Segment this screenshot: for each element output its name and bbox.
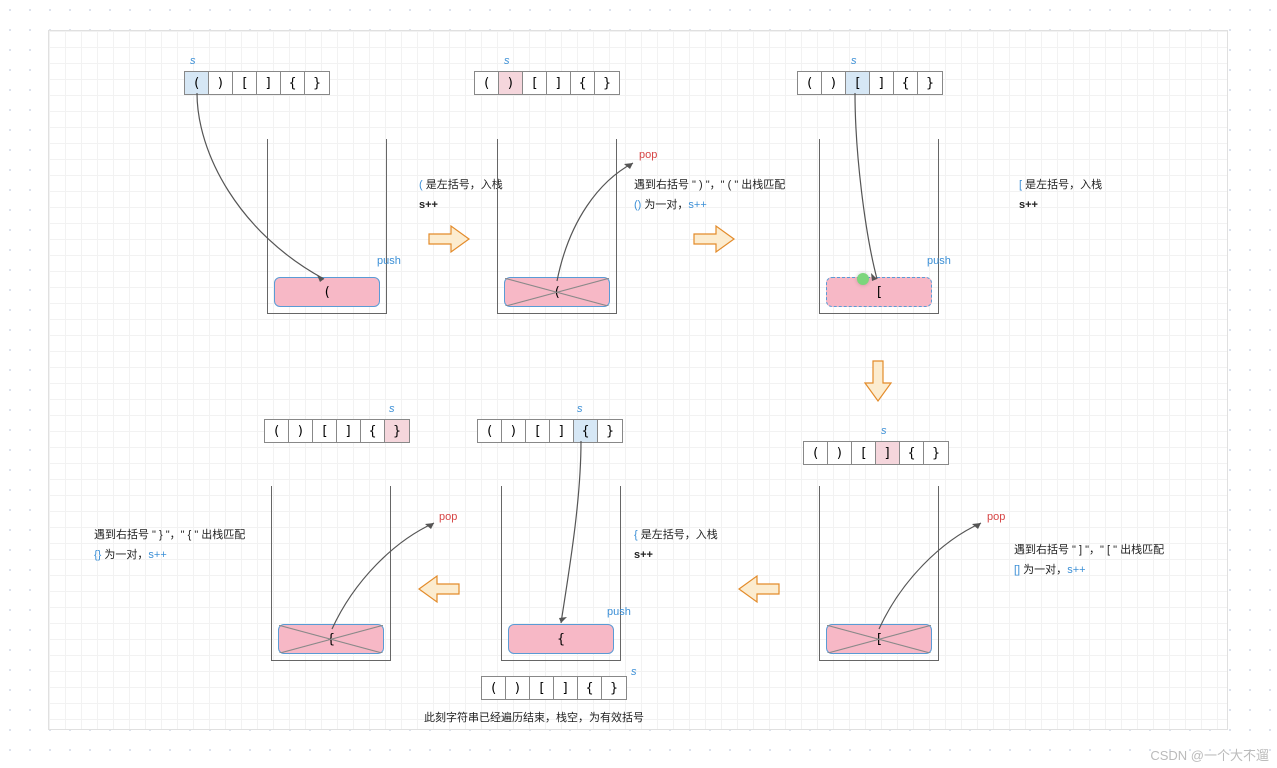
bracket-string-final: ()[]{} xyxy=(481,676,627,700)
bracket-cell: { xyxy=(281,72,305,94)
bracket-cell: { xyxy=(900,442,924,464)
bracket-cell: ( xyxy=(265,420,289,442)
note-4: 遇到右括号 " ] "，" [ " 出栈匹配[] 为一对，s++ xyxy=(1014,541,1164,581)
bracket-cell: [ xyxy=(530,677,554,699)
bracket-cell: } xyxy=(602,677,626,699)
arrow-pop-4 xyxy=(871,521,1011,641)
flow-arrow-1 xyxy=(429,226,469,252)
bracket-string-1: ()[]{} xyxy=(184,71,330,95)
bracket-cell: } xyxy=(924,442,948,464)
bracket-cell: ( xyxy=(798,72,822,94)
bracket-cell: [ xyxy=(313,420,337,442)
note-6: 遇到右括号 " } "，" { " 出栈匹配{} 为一对，s++ xyxy=(94,526,245,566)
bracket-cell: ( xyxy=(185,72,209,94)
flow-arrow-2 xyxy=(694,226,734,252)
pop-label-2: pop xyxy=(639,149,657,161)
bracket-cell: ( xyxy=(478,420,502,442)
bracket-cell: ) xyxy=(499,72,523,94)
bracket-cell: ) xyxy=(209,72,233,94)
bracket-cell: ( xyxy=(804,442,828,464)
bracket-cell: ) xyxy=(828,442,852,464)
bracket-cell: { xyxy=(571,72,595,94)
bracket-cell: ( xyxy=(482,677,506,699)
bracket-string-5: ()[]{} xyxy=(477,419,623,443)
bracket-cell: ) xyxy=(506,677,530,699)
bracket-cell: ) xyxy=(289,420,313,442)
bracket-cell: [ xyxy=(526,420,550,442)
bracket-cell: { xyxy=(894,72,918,94)
bracket-cell: } xyxy=(918,72,942,94)
bracket-cell: } xyxy=(598,420,622,442)
bracket-cell: ] xyxy=(870,72,894,94)
bracket-cell: [ xyxy=(846,72,870,94)
s-pointer-6: s xyxy=(389,403,395,415)
s-pointer-final: s xyxy=(631,666,637,678)
bracket-cell: ] xyxy=(337,420,361,442)
arrow-push-3 xyxy=(847,93,967,303)
s-pointer-3: s xyxy=(851,55,857,67)
s-pointer-1: s xyxy=(190,55,196,67)
arrow-push-1 xyxy=(189,93,389,303)
bracket-string-3: ()[]{} xyxy=(797,71,943,95)
flow-arrow-4 xyxy=(739,576,779,602)
bracket-cell: [ xyxy=(523,72,547,94)
bracket-cell: } xyxy=(595,72,619,94)
bracket-cell: ] xyxy=(554,677,578,699)
s-pointer-5: s xyxy=(577,403,583,415)
s-pointer-4: s xyxy=(881,425,887,437)
watermark: CSDN @一个大不遛 xyxy=(1150,745,1269,764)
bracket-cell: ] xyxy=(550,420,574,442)
s-pointer-2: s xyxy=(504,55,510,67)
bracket-string-4: ()[]{} xyxy=(803,441,949,465)
note-1: ( 是左括号，入栈s++ xyxy=(419,176,503,216)
flow-arrow-down xyxy=(865,361,905,387)
arrow-pop-6 xyxy=(324,521,464,641)
bracket-string-2: ()[]{} xyxy=(474,71,620,95)
bracket-cell: ] xyxy=(257,72,281,94)
final-caption: 此刻字符串已经遍历结束，栈空，为有效括号 xyxy=(424,709,644,725)
bracket-cell: { xyxy=(574,420,598,442)
bracket-cell: { xyxy=(361,420,385,442)
bracket-cell: ) xyxy=(502,420,526,442)
note-2: 遇到右括号 " ) "，" ( " 出栈匹配() 为一对，s++ xyxy=(634,176,785,216)
bracket-cell: ] xyxy=(876,442,900,464)
bracket-cell: } xyxy=(305,72,329,94)
note-5: { 是左括号，入栈s++ xyxy=(634,526,718,566)
bracket-cell: { xyxy=(578,677,602,699)
bracket-cell: [ xyxy=(233,72,257,94)
bracket-cell: [ xyxy=(852,442,876,464)
bracket-cell: } xyxy=(385,420,409,442)
bracket-cell: ) xyxy=(822,72,846,94)
note-3: [ 是左括号，入栈s++ xyxy=(1019,176,1102,216)
bracket-cell: ] xyxy=(547,72,571,94)
bracket-cell: ( xyxy=(475,72,499,94)
diagram-panel: s ()[]{} ( push ( 是左括号，入栈s++ s ()[]{} ( … xyxy=(48,30,1228,730)
bracket-string-6: ()[]{} xyxy=(264,419,410,443)
